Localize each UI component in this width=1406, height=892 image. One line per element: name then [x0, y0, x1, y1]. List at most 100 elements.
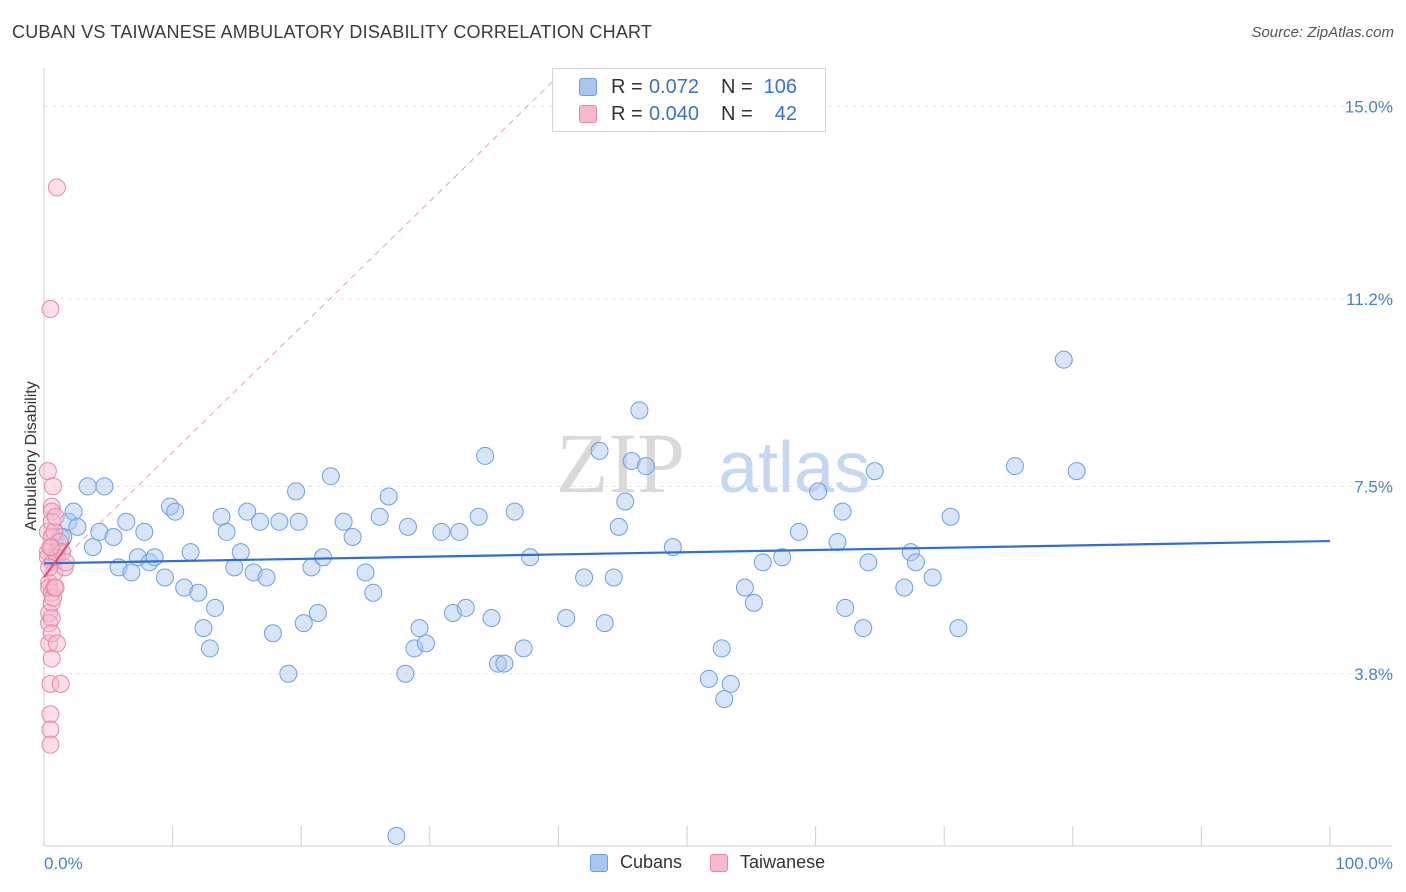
y-tick-label-3: 15.0% — [1345, 97, 1393, 116]
taiwanese-point-8 — [40, 634, 59, 653]
cubans-point-66 — [495, 654, 514, 673]
cubans-point-83 — [715, 690, 734, 709]
cubans-point-101 — [941, 507, 960, 526]
legend-label-taiwanese: Taiwanese — [740, 852, 826, 872]
cubans-point-28 — [212, 507, 231, 526]
axes — [43, 68, 1392, 847]
cubans-point-89 — [789, 522, 808, 541]
taiwanese-point-13 — [41, 300, 60, 319]
legend-row-taiwanese: R = 0.040 N = 42 — [579, 101, 797, 127]
cubans-point-100 — [923, 568, 942, 587]
cubans-point-34 — [251, 512, 270, 531]
x-tick-label-0: 0.0% — [44, 854, 83, 873]
cubans-point-30 — [225, 558, 244, 577]
cubans-point-74 — [604, 568, 623, 587]
cubans-point-9 — [90, 522, 109, 541]
taiwanese-point-35 — [50, 533, 69, 552]
cubans-point-99 — [906, 553, 925, 572]
legend-item-taiwanese[interactable]: Taiwanese — [710, 852, 825, 873]
cubans-point-38 — [279, 664, 298, 683]
taiwanese-point-12 — [41, 735, 60, 754]
cubans-point-52 — [387, 826, 406, 845]
taiwanese-point-36 — [51, 674, 70, 693]
cubans-trend-line — [43, 539, 1331, 565]
cubans-point-92 — [833, 502, 852, 521]
cubans-point-45 — [321, 467, 340, 486]
taiwanese-point-9 — [41, 674, 60, 693]
taiwanese-point-27 — [45, 522, 64, 541]
stats-legend: R = 0.072 N = 106 R = 0.040 N = 42 — [552, 68, 826, 132]
cubans-point-6 — [68, 517, 87, 536]
cubans-point-85 — [735, 578, 754, 597]
legend-n-label: N = — [721, 75, 753, 98]
cubans-point-53 — [396, 664, 415, 683]
cubans-point-67 — [505, 502, 524, 521]
chart-title: CUBAN VS TAIWANESE AMBULATORY DISABILITY… — [12, 22, 653, 42]
cubans-point-50 — [370, 507, 389, 526]
cubans-point-60 — [450, 522, 469, 541]
watermark-atlas: atlas — [718, 428, 870, 508]
cubans-point-20 — [161, 497, 180, 516]
cubans-point-96 — [865, 462, 884, 481]
cubans-point-104 — [1054, 350, 1073, 369]
cubans-point-91 — [828, 533, 847, 552]
cubans-point-43 — [308, 603, 327, 622]
cubans-point-36 — [263, 624, 282, 643]
cubans-point-47 — [343, 527, 362, 546]
taiwanese-point-31 — [46, 578, 65, 597]
cubans-point-49 — [364, 583, 383, 602]
cubans-point-86 — [744, 593, 763, 612]
cubans-point-11 — [104, 527, 123, 546]
cubans-point-46 — [334, 512, 353, 531]
cubans-point-77 — [622, 452, 641, 470]
cubans-point-44 — [314, 548, 333, 567]
legend-label-cubans: Cubans — [620, 852, 683, 872]
y-axis-label: Ambulatory Disability — [23, 381, 40, 530]
cubans-point-82 — [712, 639, 731, 658]
cubans-point-87 — [753, 553, 772, 572]
legend-r-value: 0.040 — [649, 102, 700, 125]
cubans-point-24 — [189, 583, 208, 602]
cubans-point-78 — [630, 401, 649, 420]
cubans-point-93 — [836, 598, 855, 617]
taiwanese-point-30 — [46, 507, 65, 526]
cubans-point-10 — [95, 477, 114, 496]
cubans-point-55 — [405, 639, 424, 658]
cubans-point-103 — [1005, 457, 1024, 476]
y-tick-label-1: 7.5% — [1354, 477, 1393, 496]
legend-r-value: 0.072 — [649, 75, 700, 98]
cubans-point-63 — [476, 446, 495, 465]
cubans-point-81 — [699, 669, 718, 688]
legend-n-value: 106 — [763, 75, 797, 98]
legend-item-cubans[interactable]: Cubans — [590, 852, 682, 873]
cubans-point-105 — [1067, 462, 1086, 481]
cubans-point-76 — [616, 492, 635, 511]
taiwanese-point-7 — [40, 614, 59, 633]
series-legend: Cubans Taiwanese — [590, 852, 853, 873]
cubans-point-65 — [488, 654, 507, 673]
taiwanese-point-34 — [47, 634, 66, 653]
cubans-point-56 — [410, 619, 429, 638]
cubans-point-69 — [521, 548, 540, 567]
cubans-point-51 — [379, 487, 398, 506]
cubans-point-62 — [469, 507, 488, 526]
y-tick-label-0: 3.8% — [1354, 665, 1393, 684]
taiwanese-point-11 — [41, 720, 60, 739]
cubans-point-16 — [135, 522, 154, 541]
cubans-point-37 — [270, 512, 289, 531]
cubans-point-19 — [155, 568, 174, 587]
source-label: Source: ZipAtlas.com — [1251, 24, 1394, 41]
cubans-point-71 — [575, 568, 594, 587]
legend-row-cubans: R = 0.072 N = 106 — [579, 74, 797, 100]
cubans-point-40 — [289, 512, 308, 531]
legend-swatch-cubans — [579, 78, 597, 96]
cubans-point-90 — [809, 482, 828, 501]
legend-r-label: R = — [611, 102, 643, 125]
cubans-point-29 — [217, 522, 236, 541]
cubans-point-97 — [895, 578, 914, 597]
cubans-point-35 — [257, 568, 276, 587]
data-points — [38, 178, 1086, 845]
y-tick-label-2: 11.2% — [1346, 290, 1393, 309]
x-tick-labels: 0.0% 100.0% — [44, 854, 1393, 873]
